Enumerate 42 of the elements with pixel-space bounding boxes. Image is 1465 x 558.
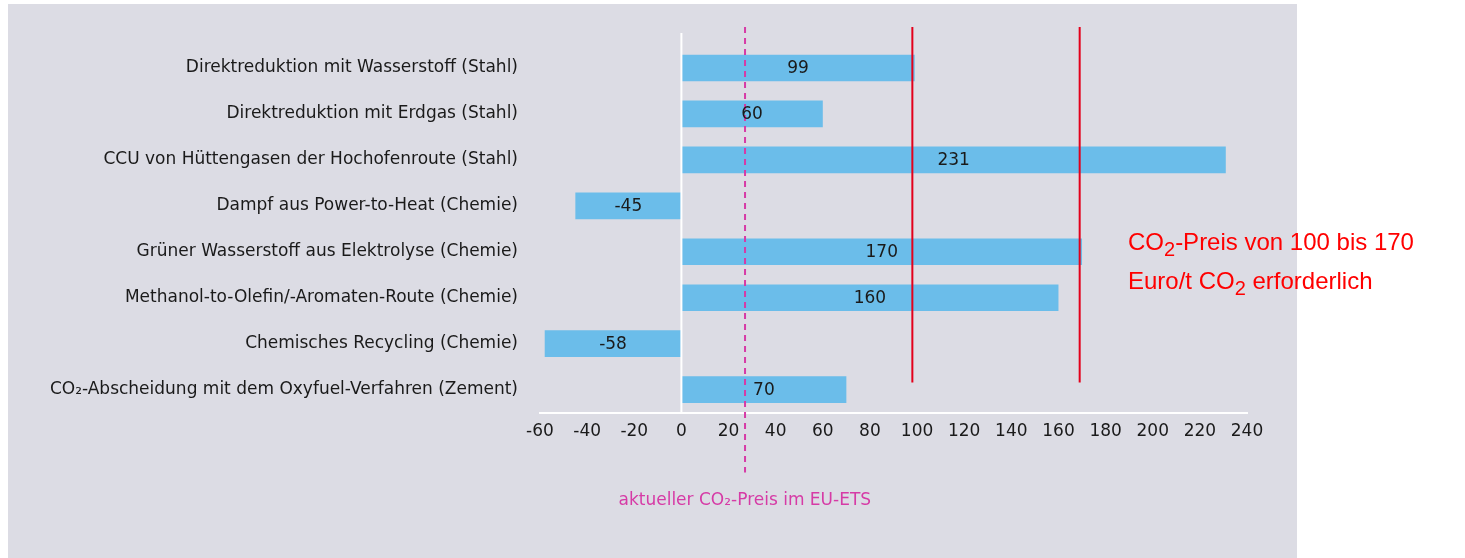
x-tick-label: -20 — [620, 420, 649, 441]
y-tick-label: Grüner Wasserstoff aus Elektrolyse (Chemie) — [136, 240, 518, 261]
x-tick-label: 80 — [859, 420, 881, 441]
data-label: 160 — [853, 287, 887, 308]
x-tick-label: -60 — [526, 420, 554, 441]
x-tick-label: 0 — [675, 420, 687, 441]
x-tick-label: 40 — [764, 420, 787, 441]
bar — [575, 192, 682, 220]
bar — [681, 100, 823, 128]
bar — [681, 54, 915, 82]
data-label: 60 — [741, 103, 763, 124]
ref-line-label: aktueller CO₂-Preis im EU-ETS — [618, 488, 872, 509]
x-tick-label: 180 — [1089, 420, 1122, 441]
x-tick-label: 160 — [1042, 420, 1075, 441]
data-label: 99 — [787, 57, 809, 78]
data-label: -58 — [599, 333, 627, 354]
y-tick-label: Chemisches Recycling (Chemie) — [245, 332, 518, 353]
x-tick-label: 200 — [1136, 420, 1169, 441]
y-tick-label: CO₂-Abscheidung mit dem Oxyfuel-Verfahren (Zement) — [49, 378, 518, 399]
bar — [544, 330, 682, 357]
x-tick-label: 60 — [811, 420, 834, 441]
y-tick-label: Methanol-to-Olefin/-Aromaten-Route (Chemie) — [124, 286, 518, 307]
data-label: 70 — [753, 379, 775, 400]
bar — [681, 238, 1083, 266]
data-label: 231 — [937, 149, 970, 170]
x-tick-label: 20 — [717, 420, 740, 441]
x-tick-label: 120 — [947, 420, 981, 441]
y-tick-label: Direktreduktion mit Erdgas (Stahl) — [226, 102, 518, 123]
data-label: 170 — [865, 241, 898, 262]
y-tick-label: Dampf aus Power-to-Heat (Chemie) — [216, 194, 518, 215]
x-tick-label: 220 — [1183, 420, 1217, 441]
bar — [681, 146, 1226, 174]
annotation: CO$_{2}$-Preis von 100 bis 170 Euro/t CO$_{2}$ erforderlich — [1128, 227, 1415, 301]
x-tick-label: 240 — [1230, 420, 1264, 441]
bar — [681, 284, 1059, 312]
bar — [681, 376, 847, 403]
x-tick-label: 100 — [900, 420, 934, 441]
x-tick-label: 140 — [995, 420, 1028, 441]
y-tick-label: CCU von Hüttengasen der Hochofenroute (Stahl) — [103, 148, 518, 169]
data-label: -45 — [614, 195, 643, 216]
y-tick-label: Direktreduktion mit Wasserstoff (Stahl) — [185, 56, 518, 77]
x-tick-label: -40 — [573, 420, 602, 441]
